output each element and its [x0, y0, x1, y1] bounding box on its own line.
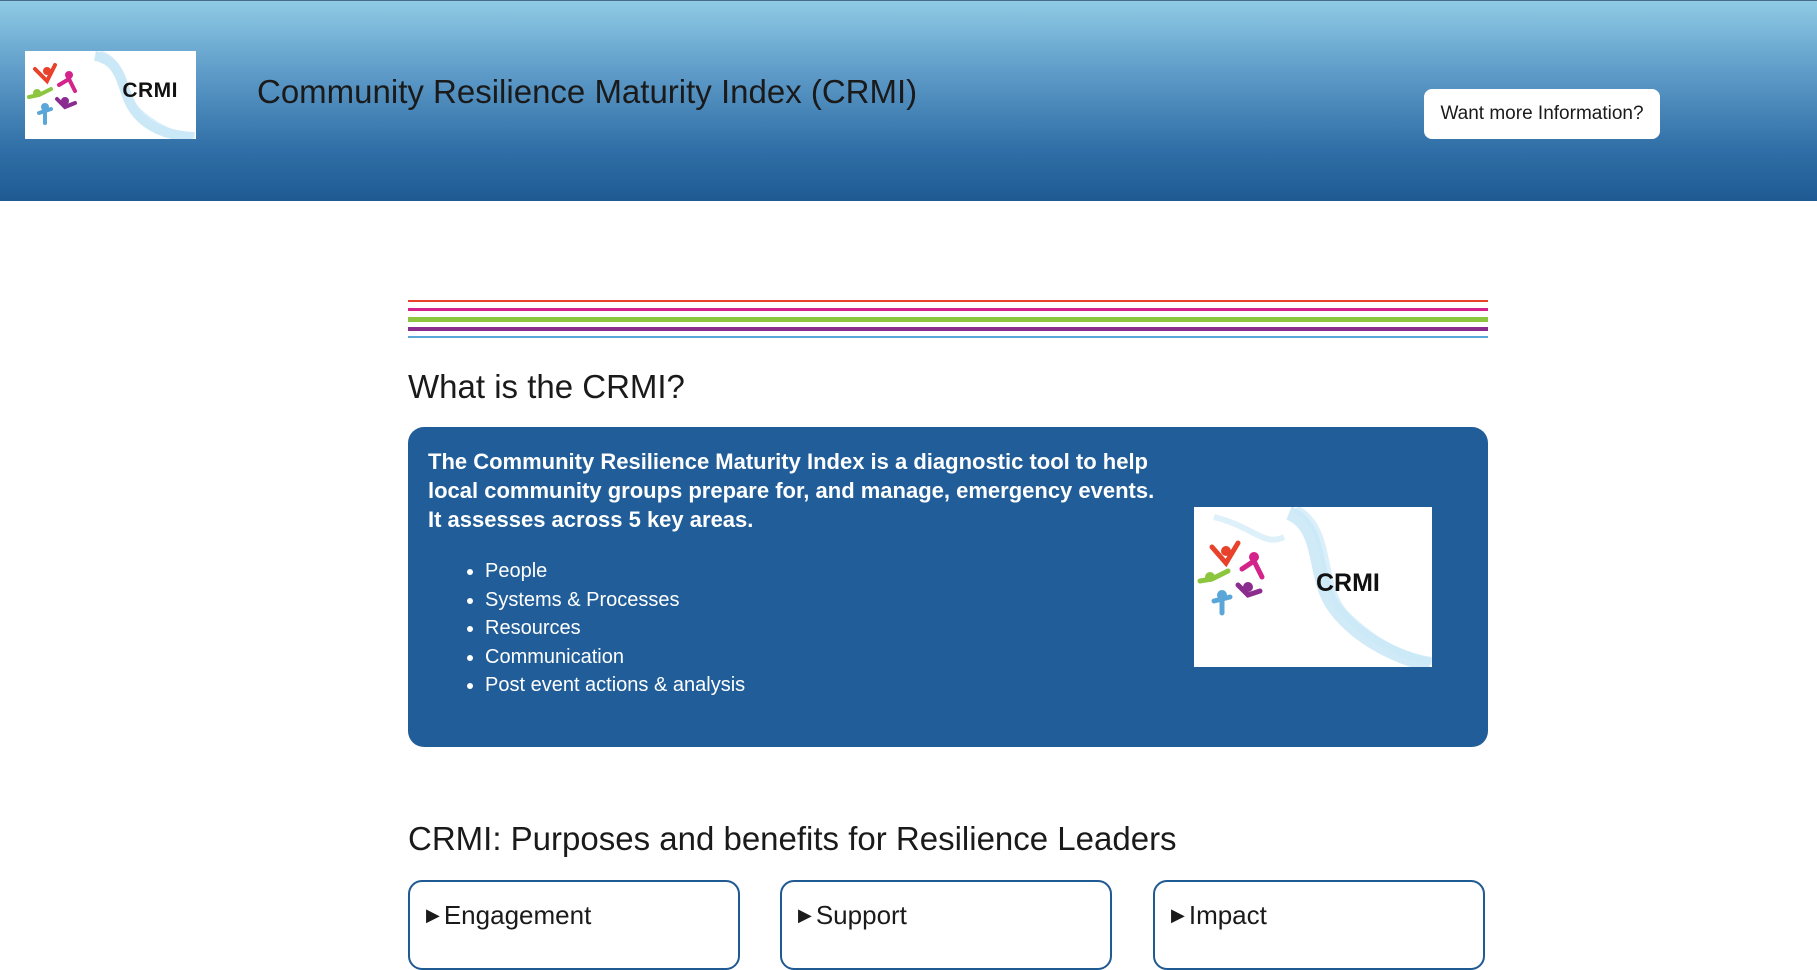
site-header: CRMI Community Resilience Maturity Index…	[0, 0, 1817, 201]
logo-text: CRMI	[122, 79, 178, 102]
key-areas-list: People Systems & Processes Resources Com…	[465, 557, 745, 700]
stripe-green	[408, 317, 1488, 322]
accordion-header: ▶ Support	[798, 900, 907, 931]
triangle-right-icon: ▶	[1171, 905, 1185, 925]
stripe-red	[408, 300, 1488, 302]
list-item: Resources	[485, 614, 745, 643]
accordion-engagement[interactable]: ▶ Engagement	[408, 880, 740, 970]
list-item: People	[485, 557, 745, 586]
list-item: Post event actions & analysis	[485, 671, 745, 700]
stripe-blue	[408, 336, 1488, 338]
purposes-heading: CRMI: Purposes and benefits for Resilien…	[408, 820, 1177, 857]
what-is-intro: The Community Resilience Maturity Index …	[428, 449, 1155, 532]
accordion-header: ▶ Impact	[1171, 900, 1267, 931]
people-swirl-icon	[27, 51, 196, 139]
accordion-label: Engagement	[443, 900, 592, 930]
triangle-right-icon: ▶	[426, 905, 440, 925]
accordion-support[interactable]: ▶ Support	[780, 880, 1112, 970]
what-is-card: The Community Resilience Maturity Index …	[408, 427, 1488, 747]
accordion-header: ▶ Engagement	[426, 900, 591, 931]
what-is-heading: What is the CRMI?	[408, 368, 685, 405]
accordion-label: Impact	[1188, 900, 1267, 930]
color-stripes-divider	[408, 300, 1488, 340]
card-logo-text: CRMI	[1316, 569, 1380, 597]
stripe-purple	[408, 327, 1488, 331]
list-item: Systems & Processes	[485, 586, 745, 615]
crmi-card-logo: CRMI	[1194, 507, 1432, 667]
accordion-impact[interactable]: ▶ Impact	[1153, 880, 1485, 970]
people-swirl-icon	[1197, 507, 1432, 667]
triangle-right-icon: ▶	[798, 905, 812, 925]
site-title: Community Resilience Maturity Index (CRM…	[257, 73, 918, 110]
accordion-label: Support	[815, 900, 907, 930]
more-information-button[interactable]: Want more Information?	[1424, 89, 1660, 139]
list-item: Communication	[485, 643, 745, 672]
crmi-logo[interactable]: CRMI	[25, 51, 196, 139]
stripe-magenta	[408, 308, 1488, 311]
